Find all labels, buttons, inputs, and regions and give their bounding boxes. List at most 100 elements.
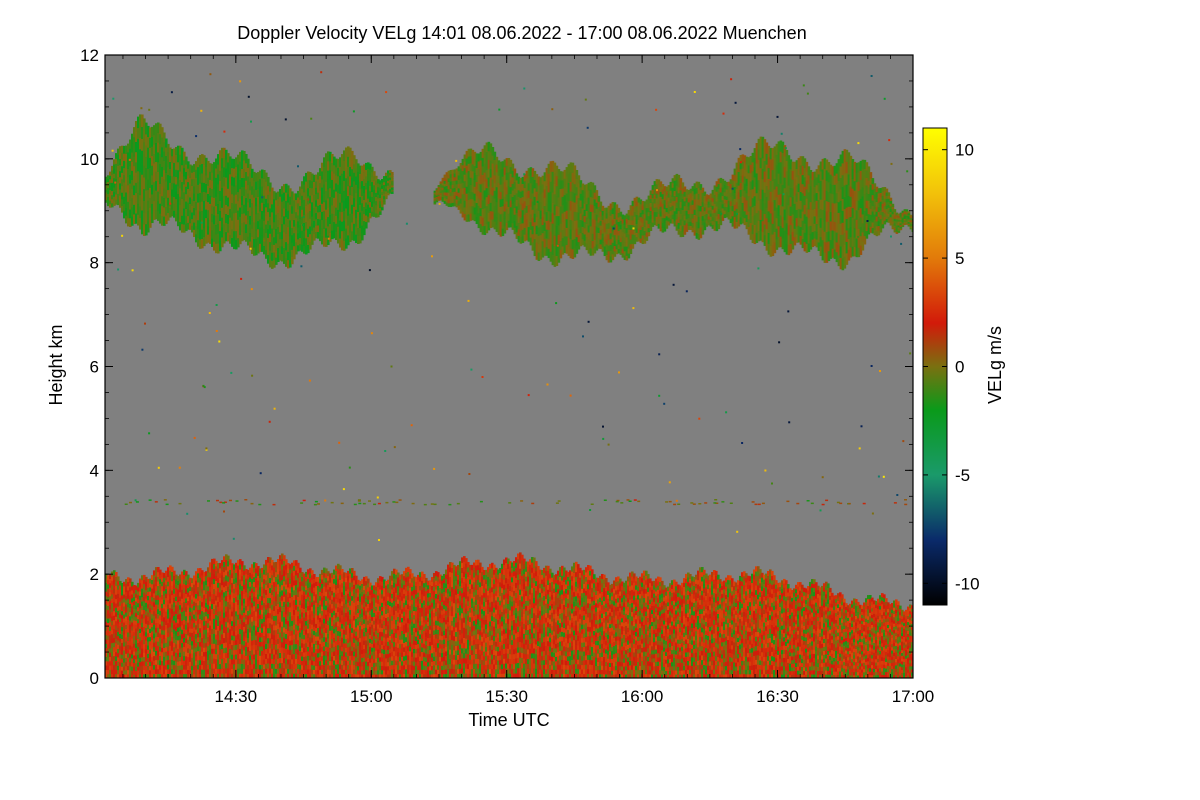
velocity-cell xyxy=(239,648,242,654)
velocity-cell xyxy=(385,601,388,606)
velocity-cell xyxy=(117,618,120,624)
velocity-cell xyxy=(335,645,338,651)
velocity-cell xyxy=(117,644,120,649)
velocity-cell xyxy=(301,673,304,678)
velocity-cell xyxy=(383,600,386,605)
velocity-cell xyxy=(311,619,314,625)
velocity-cell xyxy=(255,601,258,607)
velocity-cell xyxy=(153,619,156,625)
velocity-cell xyxy=(185,655,188,661)
velocity-cell xyxy=(283,601,286,607)
velocity-cell xyxy=(113,628,116,634)
velocity-cell xyxy=(225,580,228,586)
velocity-cell xyxy=(181,589,184,595)
velocity-cell xyxy=(189,661,192,667)
velocity-cell xyxy=(211,633,214,639)
velocity-cell xyxy=(153,624,156,630)
velocity-cell xyxy=(379,665,382,671)
velocity-cell xyxy=(231,568,234,574)
velocity-cell xyxy=(353,655,356,661)
velocity-cell xyxy=(383,608,386,613)
velocity-cell xyxy=(157,664,160,670)
velocity-cell xyxy=(273,649,276,655)
velocity-cell xyxy=(131,593,134,599)
velocity-cell xyxy=(341,659,344,665)
velocity-cell xyxy=(389,673,392,678)
velocity-cell xyxy=(193,669,196,675)
velocity-cell xyxy=(107,605,110,611)
velocity-cell xyxy=(365,593,368,599)
velocity-cell xyxy=(261,623,264,629)
velocity-cell xyxy=(357,579,360,585)
velocity-cell xyxy=(111,669,114,675)
velocity-cell xyxy=(331,664,334,670)
velocity-cell xyxy=(377,657,380,662)
velocity-cell xyxy=(215,580,218,586)
velocity-cell xyxy=(225,657,228,664)
velocity-cell xyxy=(195,660,198,666)
velocity-cell xyxy=(215,658,218,664)
velocity-cell xyxy=(137,634,140,639)
velocity-cell xyxy=(375,614,378,619)
velocity-cell xyxy=(335,598,338,604)
velocity-cell xyxy=(307,664,310,670)
velocity-cell xyxy=(283,637,286,643)
velocity-cell xyxy=(283,591,286,597)
velocity-cell xyxy=(183,574,186,580)
velocity-cell xyxy=(289,606,292,613)
velocity-cell xyxy=(117,597,120,603)
velocity-cell xyxy=(331,660,334,666)
velocity-cell xyxy=(285,618,288,625)
velocity-cell xyxy=(375,662,378,667)
velocity-cell xyxy=(245,650,248,656)
velocity-cell xyxy=(261,664,264,670)
velocity-cell xyxy=(305,607,308,613)
velocity-cell xyxy=(283,596,286,602)
velocity-cell xyxy=(143,609,146,615)
velocity-cell xyxy=(225,626,228,633)
velocity-cell xyxy=(121,662,124,667)
velocity-cell xyxy=(345,664,348,670)
velocity-cell xyxy=(237,614,240,620)
velocity-cell xyxy=(311,664,314,670)
velocity-cell xyxy=(251,673,254,678)
velocity-cell xyxy=(333,650,336,657)
velocity-cell xyxy=(191,673,194,678)
velocity-cell xyxy=(391,673,394,678)
velocity-cell xyxy=(121,590,124,596)
velocity-cell xyxy=(381,665,384,671)
velocity-cell xyxy=(281,646,284,653)
velocity-cell xyxy=(149,661,152,667)
velocity-cell xyxy=(151,583,154,589)
velocity-cell xyxy=(247,615,250,621)
velocity-cell xyxy=(193,584,196,589)
velocity-cell xyxy=(243,659,246,665)
velocity-cell xyxy=(313,578,316,584)
velocity-cell xyxy=(273,644,276,650)
velocity-cell xyxy=(289,602,292,608)
velocity-cell xyxy=(243,616,246,623)
velocity-cell xyxy=(333,673,336,678)
velocity-cell xyxy=(277,638,280,644)
velocity-cell xyxy=(213,653,216,659)
velocity-cell xyxy=(279,626,282,633)
velocity-cell xyxy=(237,560,240,566)
velocity-cell xyxy=(205,589,208,595)
velocity-cell xyxy=(279,632,282,638)
velocity-cell xyxy=(139,673,142,678)
velocity-cell xyxy=(169,570,172,576)
velocity-cell xyxy=(105,617,108,623)
velocity-cell xyxy=(105,612,108,618)
velocity-cell xyxy=(269,622,272,629)
velocity-cell xyxy=(325,627,328,633)
velocity-cell xyxy=(203,669,206,675)
velocity-cell xyxy=(335,640,338,646)
velocity-cell xyxy=(221,599,224,605)
velocity-cell xyxy=(323,645,326,651)
velocity-cell xyxy=(151,639,154,645)
velocity-cell xyxy=(239,588,242,595)
velocity-cell xyxy=(299,595,302,601)
velocity-cell xyxy=(227,642,230,648)
velocity-cell xyxy=(319,599,322,605)
velocity-cell xyxy=(303,612,306,618)
